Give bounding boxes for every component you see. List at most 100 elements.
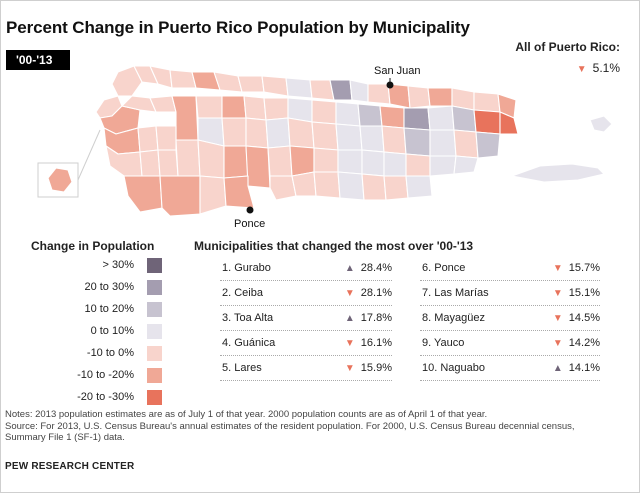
- municipality: [221, 95, 247, 119]
- change-value: ▼ 15.1%: [552, 287, 600, 299]
- legend-item: 10 to 20%: [70, 302, 162, 317]
- change-value: ▼ 16.1%: [344, 337, 392, 349]
- municipality: [337, 171, 365, 201]
- municipality: [367, 83, 391, 105]
- municipality: [451, 105, 477, 133]
- municipality: [123, 175, 163, 213]
- municipality: [221, 117, 247, 147]
- legend-title: Change in Population: [31, 239, 155, 253]
- ponce-label: Ponce: [234, 218, 265, 230]
- municipality: [405, 175, 433, 199]
- change-value: ▼ 28.1%: [344, 287, 392, 299]
- municipality: [223, 175, 255, 209]
- municipality: [311, 99, 337, 125]
- municipality: [383, 175, 409, 201]
- legend-swatch: [147, 346, 162, 361]
- table-row: 2. Ceiba ▼ 28.1%: [220, 281, 392, 306]
- municipality: [291, 171, 317, 197]
- down-triangle-icon: ▼: [576, 64, 587, 75]
- change-value: ▲ 17.8%: [344, 312, 392, 324]
- municipality: [223, 145, 249, 179]
- legend-item: -10 to -20%: [70, 368, 162, 383]
- table-row: 4. Guánica ▼ 16.1%: [220, 331, 392, 356]
- municipality: [429, 155, 457, 177]
- change-value: ▲ 28.4%: [344, 262, 392, 274]
- municipality: [405, 153, 431, 177]
- municipality: [403, 107, 431, 131]
- legend-label: 0 to 10%: [90, 325, 134, 337]
- legend-swatch: [147, 280, 162, 295]
- municipality: [139, 149, 161, 177]
- municipality: [407, 85, 431, 109]
- mona-island: [47, 167, 73, 193]
- change-value: ▼ 14.2%: [552, 337, 600, 349]
- up-triangle-icon: ▲: [552, 363, 563, 374]
- municipality: [245, 145, 271, 189]
- legend-swatch: [147, 258, 162, 273]
- table-row: 7. Las Marías ▼ 15.1%: [420, 281, 600, 306]
- table-row: 3. Toa Alta ▲ 17.8%: [220, 306, 392, 331]
- legend-label: -20 to -30%: [77, 391, 134, 403]
- table-row: 10. Naguabo ▲ 14.1%: [420, 356, 600, 381]
- ponce-marker: [246, 206, 254, 214]
- municipality: [453, 129, 479, 159]
- notes-line: Notes: 2013 population estimates are as …: [5, 409, 488, 420]
- mona-inset-pointer: [77, 129, 101, 181]
- municipality-name: 3. Toa Alta: [222, 312, 274, 324]
- legend-item: 20 to 30%: [70, 280, 162, 295]
- legend-swatch: [147, 324, 162, 339]
- table-row: 1. Gurabo ▲ 28.4%: [220, 256, 392, 281]
- municipality: [337, 149, 363, 175]
- table-row: 5. Lares ▼ 15.9%: [220, 356, 392, 381]
- legend-swatch: [147, 302, 162, 317]
- municipality-name: 6. Ponce: [422, 262, 466, 274]
- municipality: [155, 125, 177, 151]
- municipality: [499, 111, 519, 135]
- municipality: [473, 109, 501, 135]
- municipality: [335, 123, 363, 151]
- legend-label: 20 to 30%: [84, 281, 134, 293]
- municipality: [361, 173, 387, 201]
- legend-label: > 30%: [102, 259, 135, 271]
- page-title: Percent Change in Puerto Rico Population…: [6, 18, 470, 37]
- municipality: [269, 175, 297, 201]
- table-row: 8. Mayagüez ▼ 14.5%: [420, 306, 600, 331]
- up-triangle-icon: ▲: [344, 313, 355, 324]
- table-row: 6. Ponce ▼ 15.7%: [420, 256, 600, 281]
- notes-line: Summary File 1 (SF-1) data.: [5, 432, 125, 443]
- municipality: [335, 101, 361, 127]
- municipality: [357, 103, 383, 127]
- municipality: [159, 175, 201, 217]
- municipality: [427, 87, 453, 107]
- down-triangle-icon: ▼: [552, 313, 563, 324]
- municipality: [199, 175, 227, 215]
- municipality: [475, 131, 501, 159]
- municipality-name: 2. Ceiba: [222, 287, 263, 299]
- period-tab[interactable]: '00-'13: [6, 50, 70, 70]
- down-triangle-icon: ▼: [344, 288, 355, 299]
- municipality: [349, 79, 369, 103]
- all-puerto-rico-value: ▼ 5.1%: [576, 61, 620, 75]
- down-triangle-icon: ▼: [344, 338, 355, 349]
- municipality: [383, 151, 407, 177]
- municipality-name: 5. Lares: [222, 362, 262, 374]
- puerto-rico-map: San Juan Ponce: [37, 65, 613, 230]
- municipality: [265, 117, 291, 149]
- all-puerto-rico-summary: All of Puerto Rico: ▼ 5.1%: [515, 40, 620, 75]
- notes: Notes: 2013 population estimates are as …: [5, 409, 633, 444]
- municipality: [157, 149, 179, 177]
- municipality: [359, 125, 385, 153]
- municipality: [313, 171, 341, 199]
- san-juan-label: San Juan: [374, 65, 420, 77]
- municipality: [245, 117, 269, 149]
- municipality: [361, 149, 385, 177]
- municipality: [243, 95, 267, 121]
- table-title: Municipalities that changed the most ove…: [194, 239, 474, 253]
- up-triangle-icon: ▲: [344, 263, 355, 274]
- legend-item: -10 to 0%: [70, 346, 162, 361]
- legend-label: -10 to 0%: [86, 347, 134, 359]
- vieques-island: [511, 163, 605, 183]
- municipality: [287, 117, 315, 149]
- notes-line: Source: For 2013, U.S. Census Bureau's a…: [5, 420, 575, 432]
- municipality: [237, 75, 265, 93]
